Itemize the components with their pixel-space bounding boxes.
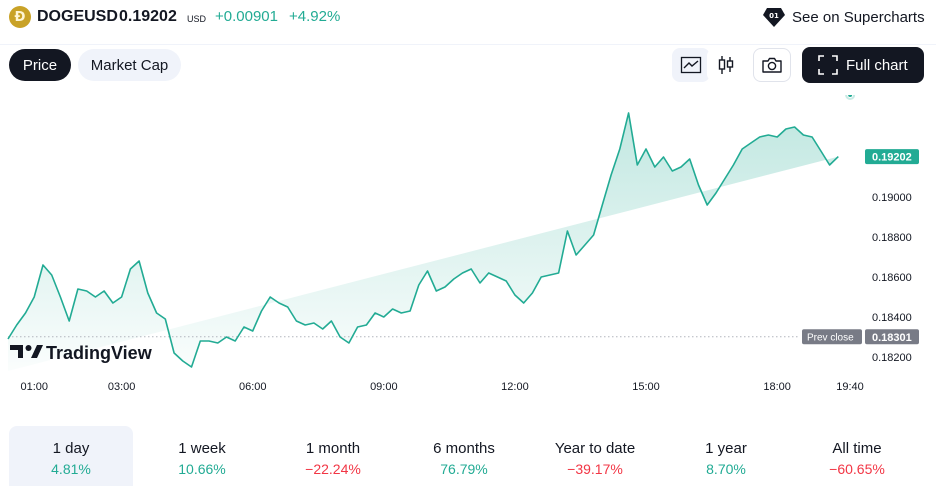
supercharts-icon: 01 xyxy=(763,8,785,27)
x-tick-label: 03:00 xyxy=(108,381,136,393)
x-axis: 01:00 03:00 06:00 09:00 12:00 15:00 18:00 19:40 xyxy=(20,381,863,393)
camera-icon xyxy=(762,57,782,73)
period-1-month[interactable]: 1 month −22.24% xyxy=(271,426,395,486)
x-tick-label: 15:00 xyxy=(632,381,660,393)
last-price-label-bg xyxy=(865,149,919,165)
tab-market-cap[interactable]: Market Cap xyxy=(78,49,181,81)
period-all-time[interactable]: All time −60.65% xyxy=(795,426,919,486)
tradingview-logo-icon xyxy=(10,345,43,358)
period-label: 1 month xyxy=(305,440,361,457)
period-1-week[interactable]: 1 week 10.66% xyxy=(140,426,264,486)
supercharts-label: See on Supercharts xyxy=(792,8,925,26)
fullscreen-icon xyxy=(818,55,838,75)
period-change-value: 76.79% xyxy=(440,461,488,477)
period-label: All time xyxy=(832,440,882,457)
period-label: Year to date xyxy=(554,440,636,457)
symbol-header: Ð DOGEUSD 0.19202 USD +0.00901 +4.92% 01… xyxy=(0,0,936,36)
x-tick-label: 09:00 xyxy=(370,381,398,393)
period-change-value: 4.81% xyxy=(51,461,91,477)
x-tick-label: 19:40 xyxy=(836,381,864,393)
y-tick-label: 0.18800 xyxy=(872,232,912,244)
last-price-label: 0.19202 xyxy=(865,149,919,165)
price-area-fill xyxy=(8,113,839,371)
period-selector: 1 day 4.81% 1 week 10.66% 1 month −22.24% 6 mo… xyxy=(9,426,927,486)
line-chart-icon xyxy=(680,56,702,74)
last-price-label-text: 0.19202 xyxy=(872,152,912,164)
prev-close-value-bg xyxy=(865,329,919,345)
last-point-marker xyxy=(847,95,854,98)
tab-price[interactable]: Price xyxy=(9,49,71,81)
see-on-supercharts-link[interactable]: 01 See on Supercharts xyxy=(762,4,925,30)
price-change-percent: +4.92% xyxy=(289,8,341,25)
period-change-value: −60.65% xyxy=(829,461,885,477)
prev-close-value-text: 0.18301 xyxy=(872,332,912,344)
y-axis: 0.18200 0.18400 0.18600 0.18800 0.19000 xyxy=(872,192,912,364)
header-divider xyxy=(0,44,936,45)
full-chart-button[interactable]: Full chart xyxy=(802,47,924,83)
candlestick-icon xyxy=(718,56,734,74)
full-chart-label: Full chart xyxy=(846,56,908,74)
period-change-value: −22.24% xyxy=(305,461,361,477)
period-1-year[interactable]: 1 year 8.70% xyxy=(664,426,788,486)
candlestick-button[interactable] xyxy=(707,48,745,82)
period-6-months[interactable]: 6 months 76.79% xyxy=(402,426,526,486)
line-chart-button[interactable] xyxy=(672,48,710,82)
last-price: 0.19202 xyxy=(119,8,177,25)
prev-close-label: Prev close 0.18301 xyxy=(802,329,919,345)
period-label: 1 week xyxy=(178,440,226,457)
period-year-to-date[interactable]: Year to date −39.17% xyxy=(533,426,657,486)
x-tick-label: 12:00 xyxy=(501,381,529,393)
currency-label: USD xyxy=(187,14,207,24)
period-change-value: −39.17% xyxy=(567,461,623,477)
tradingview-wordmark: TradingView xyxy=(46,343,153,363)
snapshot-button[interactable] xyxy=(753,48,791,82)
price-line xyxy=(7,112,839,368)
x-tick-label: 06:00 xyxy=(239,381,267,393)
x-tick-label: 01:00 xyxy=(20,381,48,393)
y-tick-label: 0.18400 xyxy=(872,312,912,324)
symbol-name[interactable]: DOGEUSD xyxy=(37,8,118,25)
y-tick-label: 0.19000 xyxy=(872,192,912,204)
svg-text:01: 01 xyxy=(769,12,779,20)
x-tick-label: 18:00 xyxy=(763,381,791,393)
price-change-absolute: +0.00901 xyxy=(215,8,278,25)
period-label: 6 months xyxy=(433,440,495,457)
period-label: 1 day xyxy=(52,440,90,457)
period-change-value: 8.70% xyxy=(706,461,746,477)
price-chart[interactable]: 0.18200 0.18400 0.18600 0.18800 0.19000 01:0… xyxy=(0,95,936,400)
period-1-day[interactable]: 1 day 4.81% xyxy=(9,426,133,486)
y-tick-label: 0.18600 xyxy=(872,272,912,284)
prev-close-tag-text: Prev close xyxy=(807,332,854,343)
tradingview-watermark: TradingView xyxy=(10,343,153,363)
period-change-value: 10.66% xyxy=(178,461,226,477)
prev-close-tag-bg xyxy=(802,329,862,345)
doge-coin-icon: Ð xyxy=(9,6,31,28)
y-tick-label: 0.18200 xyxy=(872,352,912,364)
period-label: 1 year xyxy=(705,440,747,457)
